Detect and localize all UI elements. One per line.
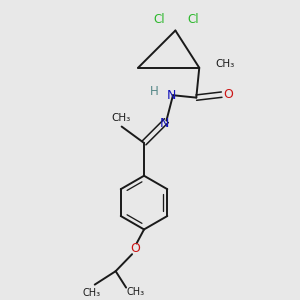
Text: Cl: Cl [153, 13, 165, 26]
Text: Cl: Cl [188, 13, 199, 26]
Text: H: H [150, 85, 159, 98]
Text: CH₃: CH₃ [111, 112, 131, 123]
Text: O: O [223, 88, 233, 101]
Text: CH₃: CH₃ [126, 287, 144, 297]
Text: N: N [167, 89, 176, 102]
Text: O: O [130, 242, 140, 255]
Text: CH₃: CH₃ [216, 59, 235, 69]
Text: CH₃: CH₃ [83, 288, 101, 298]
Text: N: N [160, 117, 170, 130]
